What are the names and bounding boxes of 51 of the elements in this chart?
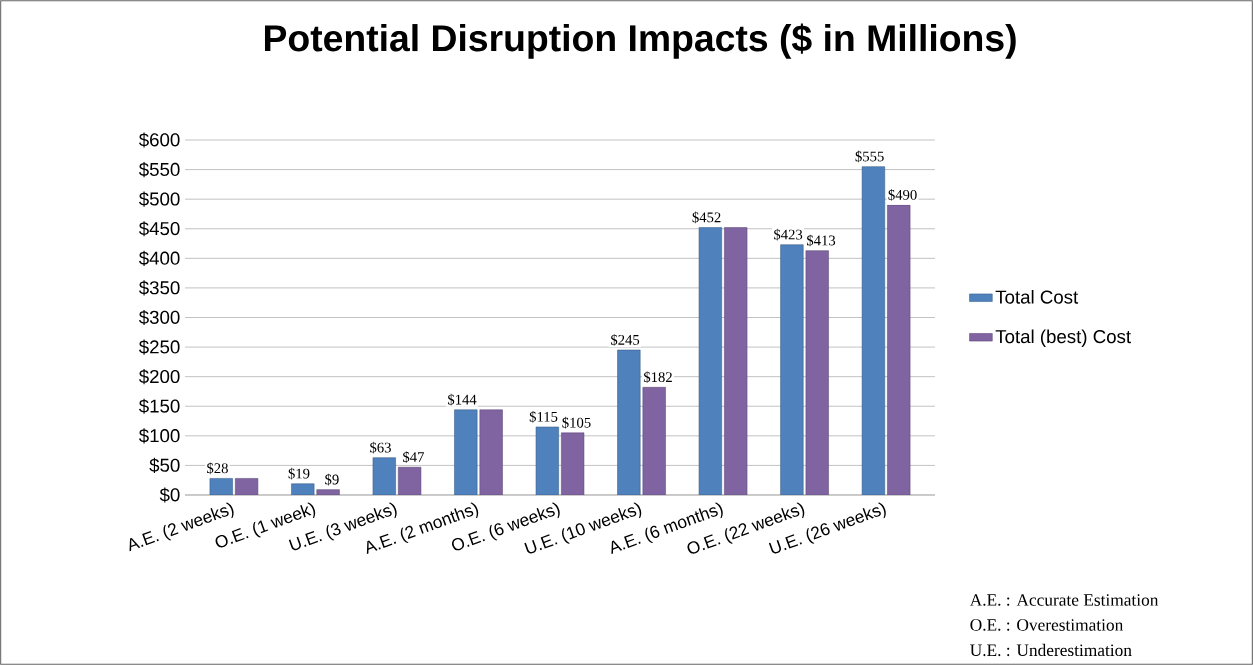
bar [780,244,804,495]
bar [209,478,233,495]
bar [479,409,503,495]
bar [805,250,829,495]
data-label: $245 [611,334,640,346]
y-tick-label: $50 [149,457,180,473]
data-label: $47 [403,451,424,463]
data-label: $423 [774,228,803,241]
y-tick-label: $600 [138,132,180,148]
y-tick-label: $200 [138,369,180,385]
y-tick-label: $300 [138,309,180,326]
y-tick-label: $250 [138,339,180,355]
bar [398,466,422,495]
chart-title: Potential Disruption Impacts ($ in Millions) [264,23,1016,59]
bar [291,483,315,495]
y-tick-label: $100 [138,428,180,444]
data-label: $144 [447,393,477,406]
bar [372,457,396,495]
bar [698,227,722,495]
data-label: $63 [370,441,391,454]
legend-label: Total Cost [995,289,1079,304]
text: A.E. : Accurate Estimation [969,594,1159,606]
bar [535,426,559,495]
data-label: $28 [207,462,228,475]
data-label: $19 [288,467,310,480]
data-label: $490 [888,189,917,201]
bar [316,489,340,495]
y-tick-label: $550 [138,162,180,178]
text: U.E. : Underestimation [970,643,1132,657]
data-label: $9 [325,473,339,486]
y-tick-label: $450 [138,221,180,237]
data-label: $452 [692,211,721,224]
y-tick-label: $150 [138,398,180,414]
bar [861,166,886,495]
bar [887,204,911,495]
y-tick-label: $400 [138,250,180,266]
bar [234,478,259,495]
legend-label: Total (best) Cost [995,329,1131,347]
bar [561,432,585,495]
bar [617,349,641,495]
y-tick-label: $0 [159,487,180,503]
text: O.E. : Overestimation [970,619,1124,631]
data-label: $413 [806,234,836,247]
data-label: $115 [529,410,558,423]
y-tick-label: $500 [138,191,180,207]
data-label: $182 [643,371,672,384]
bar [724,227,748,495]
data-label: $555 [855,150,884,163]
y-tick-label: $350 [138,280,180,296]
bar [642,387,666,495]
data-label: $105 [562,416,591,429]
